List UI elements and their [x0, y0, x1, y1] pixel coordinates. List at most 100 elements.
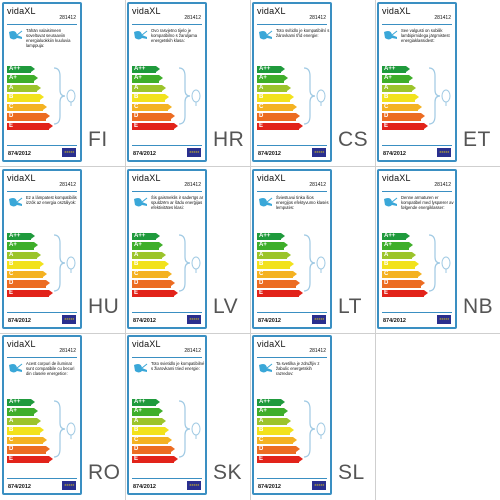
product-code: 281412: [434, 15, 451, 21]
energy-label-cell: vidaXL 281412 Toto svietidlo je kompatib…: [125, 333, 250, 500]
footer-divider: [132, 478, 202, 479]
lamp-icon: [134, 363, 148, 373]
brand-name: vidaXL: [132, 6, 161, 16]
regulation-number: 874/2012: [8, 484, 31, 490]
energy-class-label: E: [259, 455, 264, 462]
brace-bulb-icon: [178, 67, 201, 125]
energy-label-cell: vidaXL 281412 Ovo rasvjetno tijelo je ko…: [125, 0, 250, 167]
language-code: ET: [463, 128, 491, 151]
brace-bulb-icon: [178, 234, 201, 292]
energy-class-bar: A+: [257, 408, 301, 416]
energy-class-label: C: [259, 436, 264, 443]
energy-class-bar: D: [7, 280, 51, 288]
lamp-icon: [134, 197, 148, 207]
energy-class-label: A: [9, 417, 14, 424]
header-divider: [257, 357, 327, 358]
energy-class-label: B: [134, 261, 139, 268]
energy-class-label: A+: [384, 75, 392, 82]
energy-scale: A++ A+ A B C D: [132, 399, 178, 465]
energy-class-bar: E: [382, 289, 428, 298]
language-code: LV: [213, 295, 239, 318]
header-divider: [382, 191, 452, 192]
product-code: 281412: [309, 15, 326, 21]
energy-class-label: B: [9, 94, 14, 101]
eu-flag-icon: ✶✶✶✶✶: [62, 481, 76, 490]
energy-label: vidaXL 281412 Ta svetilka je združljiv z…: [252, 335, 332, 495]
energy-class-bar: A: [7, 84, 51, 93]
footer-divider: [7, 478, 77, 479]
header-divider: [257, 191, 327, 192]
energy-class-bar: C: [7, 103, 51, 112]
grid-divider: [0, 333, 500, 334]
energy-class-bar: D: [132, 280, 176, 288]
energy-class-bar: A+: [132, 242, 176, 250]
energy-class-bar: A+: [7, 408, 51, 416]
energy-class-bar: A: [257, 84, 301, 93]
energy-label: vidaXL 281412 See valgusti on sobilik la…: [377, 2, 457, 162]
energy-class-bar: E: [7, 289, 53, 298]
energy-class-bar: B: [132, 261, 176, 269]
energy-class-label: A: [384, 251, 389, 258]
brand-name: vidaXL: [382, 173, 411, 183]
energy-class-label: D: [134, 113, 139, 120]
energy-label: vidaXL 281412 Toto svítidlo je kompatibi…: [252, 2, 332, 162]
energy-class-label: A: [9, 251, 14, 258]
energy-class-label: E: [259, 289, 264, 296]
energy-label-cell: vidaXL 281412 Šis gaismeklis ir saderīgs…: [125, 167, 250, 334]
energy-class-bar: B: [382, 261, 426, 269]
energy-class-bar: C: [382, 103, 426, 112]
energy-class-label: A++: [384, 233, 396, 239]
energy-class-bar: B: [257, 94, 301, 102]
energy-class-label: A+: [9, 408, 17, 415]
energy-class-label: B: [384, 261, 389, 268]
language-code: NB: [463, 295, 494, 318]
energy-class-bar: A+: [7, 75, 51, 83]
energy-class-bar: B: [7, 427, 51, 435]
energy-class-label: A+: [259, 242, 267, 249]
energy-class-label: A++: [134, 233, 146, 239]
energy-class-bar: A++: [132, 66, 176, 74]
energy-class-bar: E: [132, 122, 178, 131]
product-code: 281412: [434, 182, 451, 188]
energy-class-bar: A++: [257, 233, 301, 241]
regulation-number: 874/2012: [133, 151, 156, 157]
energy-scale: A++ A+ A B C D: [257, 399, 303, 465]
energy-class-bar: C: [257, 270, 301, 279]
energy-class-bar: A: [132, 84, 176, 93]
energy-class-label: E: [9, 289, 14, 296]
language-code: RO: [88, 461, 121, 484]
energy-class-label: A+: [9, 75, 17, 82]
brace-bulb-icon: [53, 67, 76, 125]
regulation-number: 874/2012: [383, 318, 406, 324]
product-code: 281412: [309, 182, 326, 188]
energy-class-bar: B: [257, 427, 301, 435]
energy-class-label: C: [259, 103, 264, 110]
header-divider: [132, 191, 202, 192]
energy-scale: A++ A+ A B C D: [7, 233, 53, 299]
brace-bulb-icon: [303, 67, 326, 125]
energy-class-bar: D: [132, 113, 176, 121]
energy-class-bar: B: [7, 94, 51, 102]
energy-class-label: D: [259, 113, 264, 120]
energy-label: vidaXL 281412 Denne armaturen er kompati…: [377, 169, 457, 329]
energy-class-label: A+: [134, 242, 142, 249]
eu-flag-icon: ✶✶✶✶✶: [437, 315, 451, 324]
brace-bulb-icon: [53, 400, 76, 458]
energy-class-bar: E: [257, 289, 303, 298]
energy-class-label: A: [9, 84, 14, 91]
regulation-number: 874/2012: [258, 318, 281, 324]
regulation-number: 874/2012: [258, 151, 281, 157]
grid-divider: [250, 0, 251, 500]
energy-class-bar: A+: [382, 75, 426, 83]
energy-class-bar: D: [132, 446, 176, 454]
compatibility-text: Tähän valaisimeen soveltuvat seuraaviin …: [26, 28, 71, 48]
product-code: 281412: [59, 348, 76, 354]
energy-class-bar: A++: [7, 233, 51, 241]
energy-class-label: A: [134, 417, 139, 424]
energy-class-bar: C: [132, 436, 176, 445]
energy-class-label: C: [259, 270, 264, 277]
energy-label: vidaXL 281412 Tähän valaisimeen soveltuv…: [2, 2, 82, 162]
compatibility-text: Ez a lámpatest kompatibilis izzók az ene…: [26, 195, 77, 205]
header-divider: [7, 191, 77, 192]
